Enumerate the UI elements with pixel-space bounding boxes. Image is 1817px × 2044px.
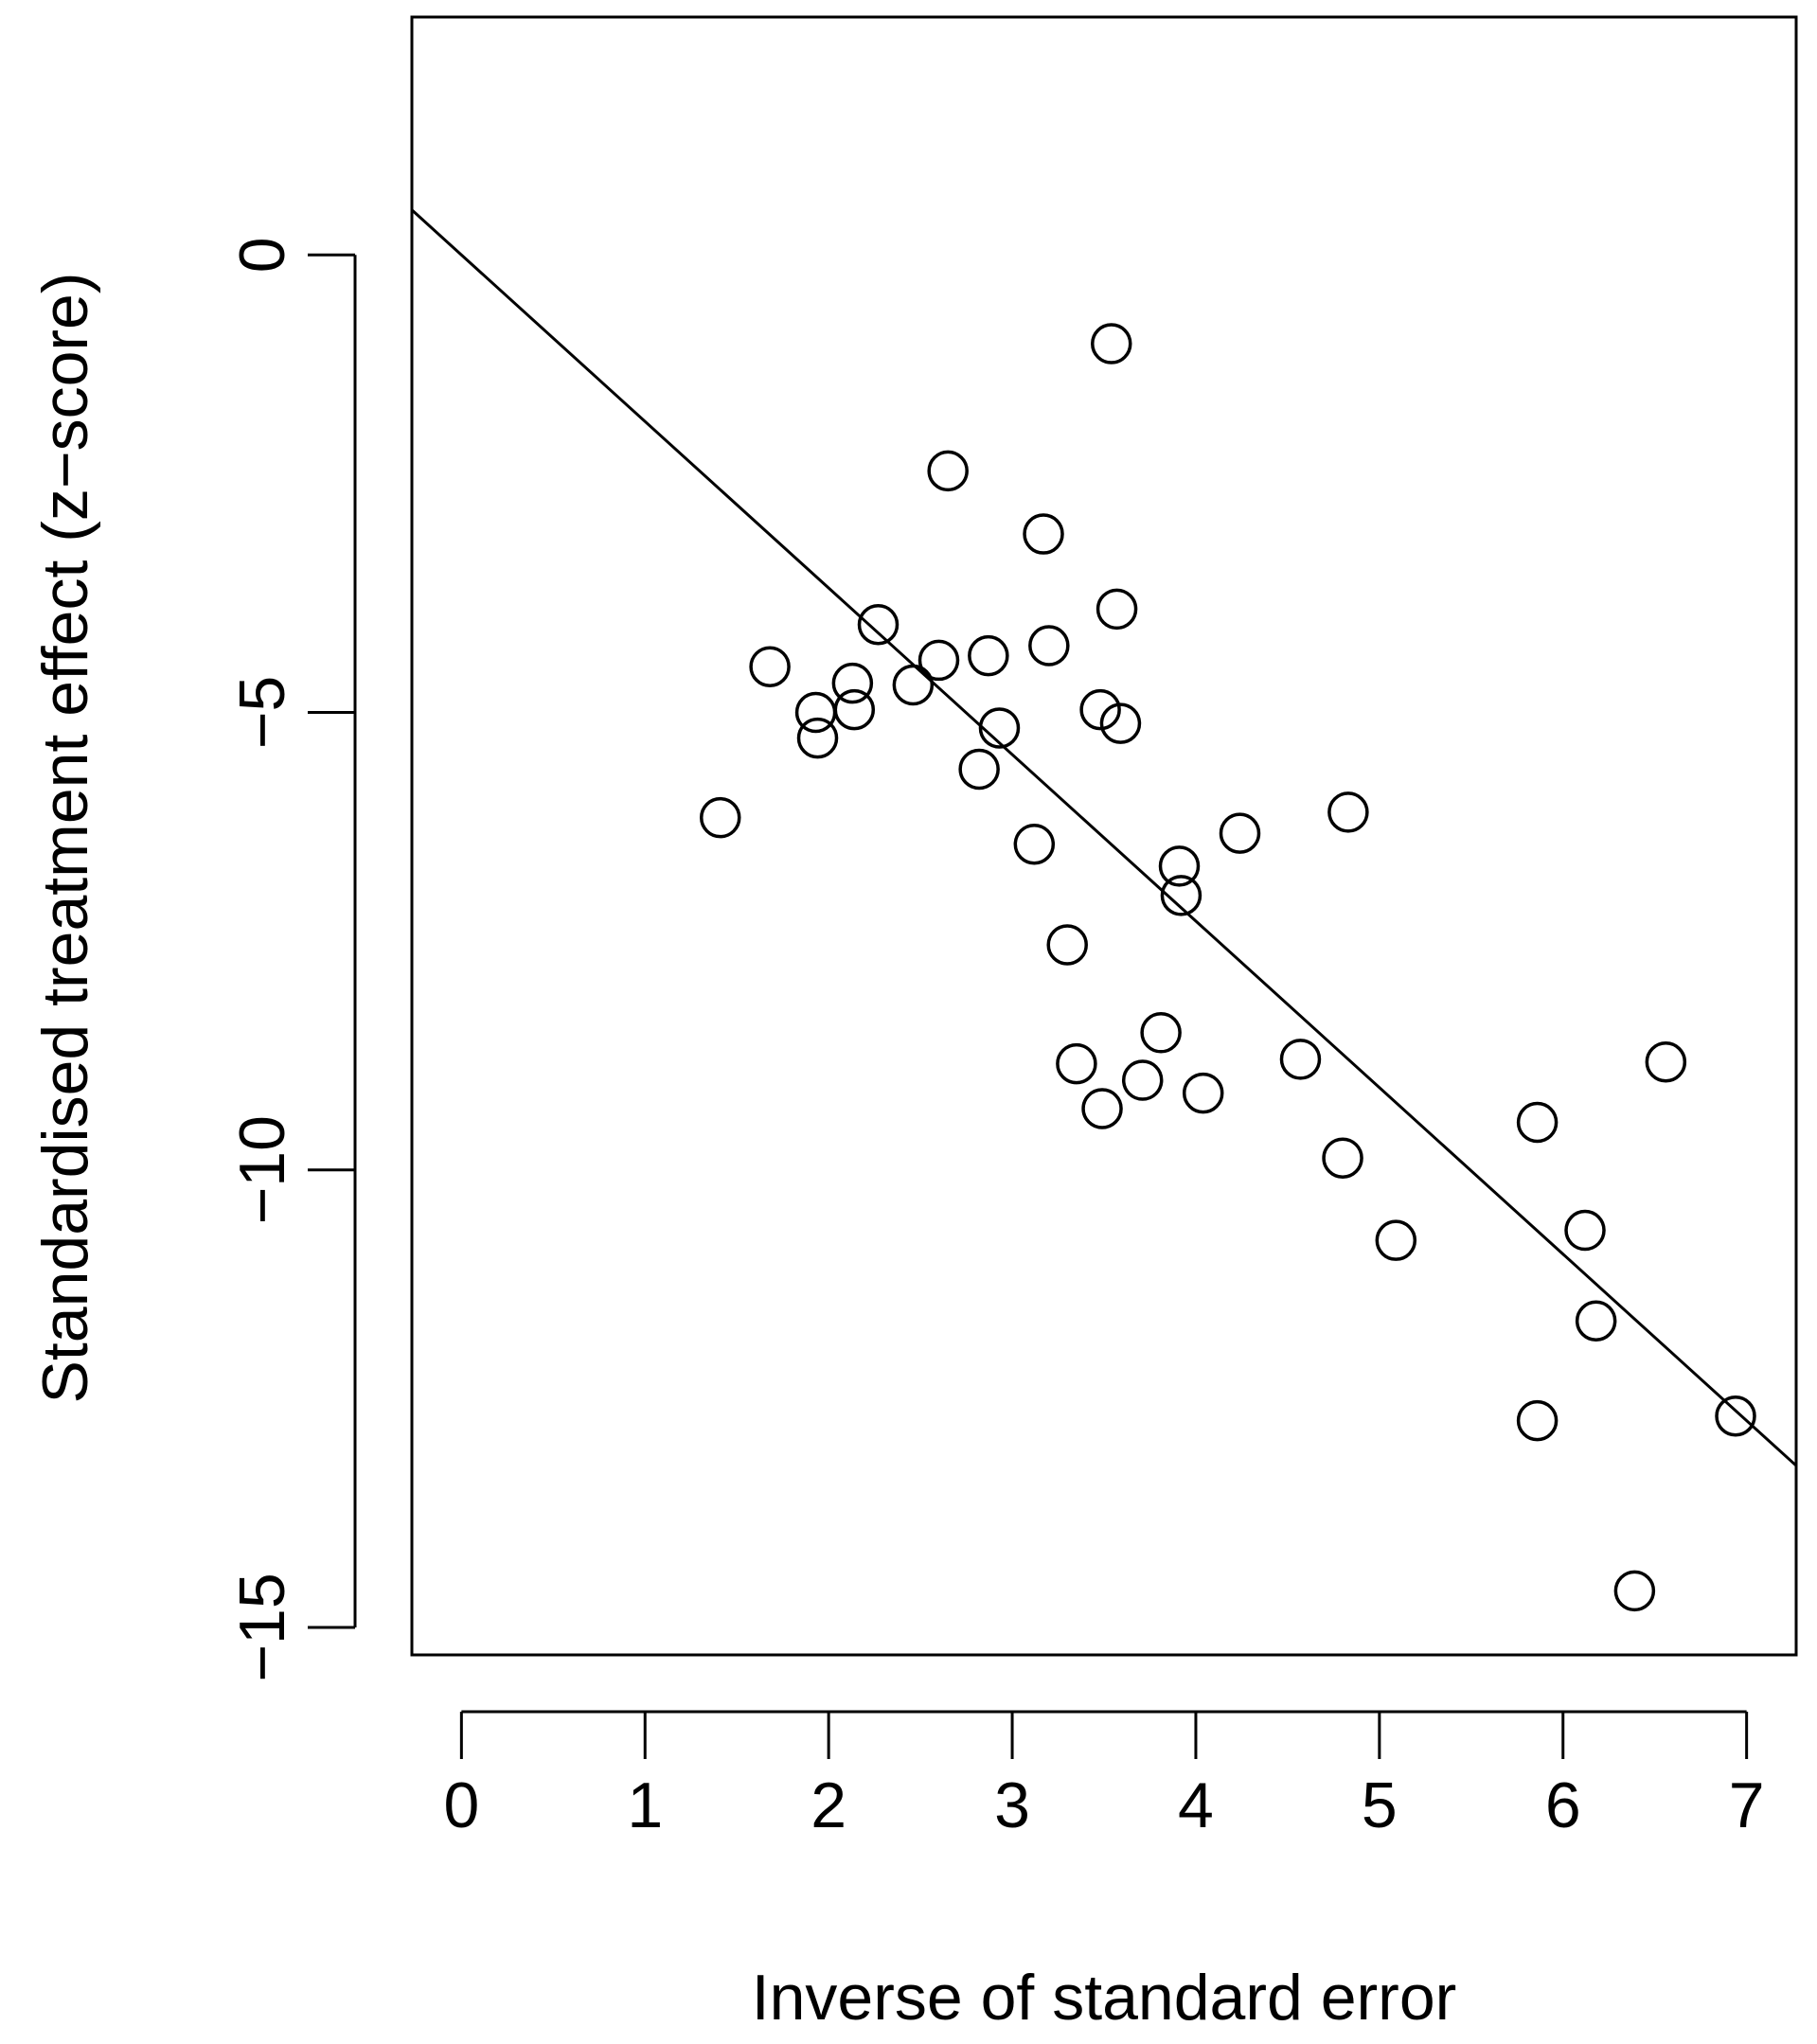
- data-point: [1160, 875, 1202, 916]
- data-point: [1158, 845, 1201, 887]
- data-point: [978, 707, 1021, 749]
- data-point: [1121, 1059, 1164, 1101]
- plot-frame: [410, 15, 1798, 1657]
- data-point: [857, 603, 900, 646]
- x-tick-label: 4: [1178, 1769, 1214, 1841]
- y-axis-title: Standardised treatment effect (z−score): [29, 272, 101, 1403]
- data-point: [796, 717, 839, 759]
- data-point: [833, 688, 876, 731]
- data-point: [1056, 1042, 1097, 1085]
- data-point: [1081, 1088, 1123, 1129]
- data-point: [1140, 1012, 1182, 1054]
- data-point: [1096, 588, 1138, 631]
- y-axis: 0 −5 −10 −15: [226, 237, 357, 1682]
- data-point: [1279, 1039, 1322, 1080]
- data-point: [1322, 1137, 1363, 1179]
- x-tick-label: 6: [1545, 1769, 1581, 1841]
- y-tick-label: 0: [226, 237, 298, 273]
- x-tick-label: 3: [994, 1769, 1030, 1841]
- data-point: [749, 646, 791, 687]
- data-point: [1023, 513, 1064, 555]
- data-point: [1099, 702, 1142, 744]
- plot-area: [410, 15, 1798, 1657]
- data-point: [1375, 1219, 1417, 1261]
- data-point: [1715, 1395, 1756, 1437]
- data-point: [1013, 823, 1056, 865]
- y-tick-label: −5: [226, 676, 298, 750]
- data-point: [1091, 323, 1132, 364]
- data-point: [700, 796, 741, 839]
- data-point: [1327, 791, 1369, 833]
- x-axis: 0 1 2 3 4 5 6 7: [443, 1710, 1765, 1841]
- data-point: [1079, 688, 1121, 731]
- data-point: [892, 664, 935, 706]
- data-point: [1046, 924, 1088, 966]
- regression-line: [410, 208, 1798, 1467]
- data-point: [1028, 625, 1070, 667]
- data-point: [1516, 1399, 1559, 1442]
- x-tick-label: 7: [1729, 1769, 1765, 1841]
- x-tick-label: 0: [443, 1769, 479, 1841]
- data-point: [917, 639, 960, 682]
- data-points: [700, 323, 1756, 1612]
- x-tick-label: 1: [627, 1769, 663, 1841]
- data-point: [1219, 812, 1261, 854]
- x-tick-label: 2: [811, 1769, 846, 1841]
- data-point: [1516, 1101, 1559, 1144]
- data-point: [1575, 1300, 1617, 1342]
- y-tick-label: −10: [226, 1115, 298, 1224]
- data-point: [1645, 1040, 1687, 1083]
- x-axis-title: Inverse of standard error: [752, 1962, 1457, 2034]
- x-tick-label: 5: [1362, 1769, 1398, 1841]
- data-point: [1182, 1072, 1224, 1114]
- y-tick-label: −15: [226, 1573, 298, 1681]
- data-point: [1613, 1570, 1656, 1612]
- data-point: [968, 634, 1009, 677]
- data-point: [927, 450, 969, 492]
- data-point: [1564, 1209, 1606, 1252]
- data-point: [958, 748, 1000, 791]
- data-point: [831, 662, 874, 704]
